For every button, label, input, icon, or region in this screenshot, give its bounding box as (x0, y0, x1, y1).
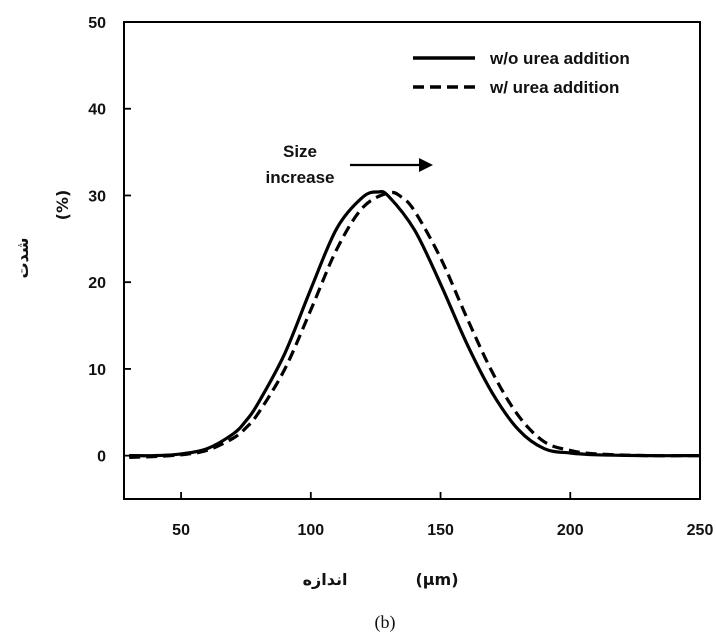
annotation-line-2: increase (266, 168, 335, 187)
y-tick-label: 40 (88, 102, 106, 119)
x-tick-label: 150 (427, 522, 454, 539)
x-tick-label: 100 (297, 522, 324, 539)
x-axis-label: اندازه (µm) (303, 570, 459, 589)
y-tick-label: 0 (97, 449, 106, 466)
y-axis-title: شدت (13, 237, 32, 278)
plot-frame (123, 21, 701, 500)
y-tick-label: 30 (88, 188, 106, 205)
legend: w/o urea addition w/ urea addition (413, 49, 630, 97)
tick-layer: 0 10 20 30 40 50 50 100 150 200 250 (88, 15, 713, 539)
legend-label-w-urea: w/ urea addition (489, 78, 619, 97)
x-axis-title: اندازه (303, 570, 348, 589)
x-tick-label: 50 (172, 522, 190, 539)
y-tick-label: 10 (88, 362, 106, 379)
annotation-line-1: Size (283, 142, 317, 161)
arrow-right-icon (419, 158, 433, 172)
x-tick-label: 250 (687, 522, 714, 539)
x-axis-unit: (µm) (415, 570, 458, 589)
series-line-wo-urea (129, 190, 701, 458)
legend-label-wo-urea: w/o urea addition (489, 49, 630, 68)
y-axis-label: شدت (%) (13, 190, 72, 279)
x-tick-label: 200 (557, 522, 584, 539)
series-layer (129, 190, 701, 459)
y-axis-unit: (%) (53, 190, 72, 221)
panel-label: (b) (375, 612, 396, 633)
y-tick-label: 50 (88, 15, 106, 32)
y-tick-label: 20 (88, 275, 106, 292)
size-increase-annotation: Size increase (266, 142, 433, 187)
